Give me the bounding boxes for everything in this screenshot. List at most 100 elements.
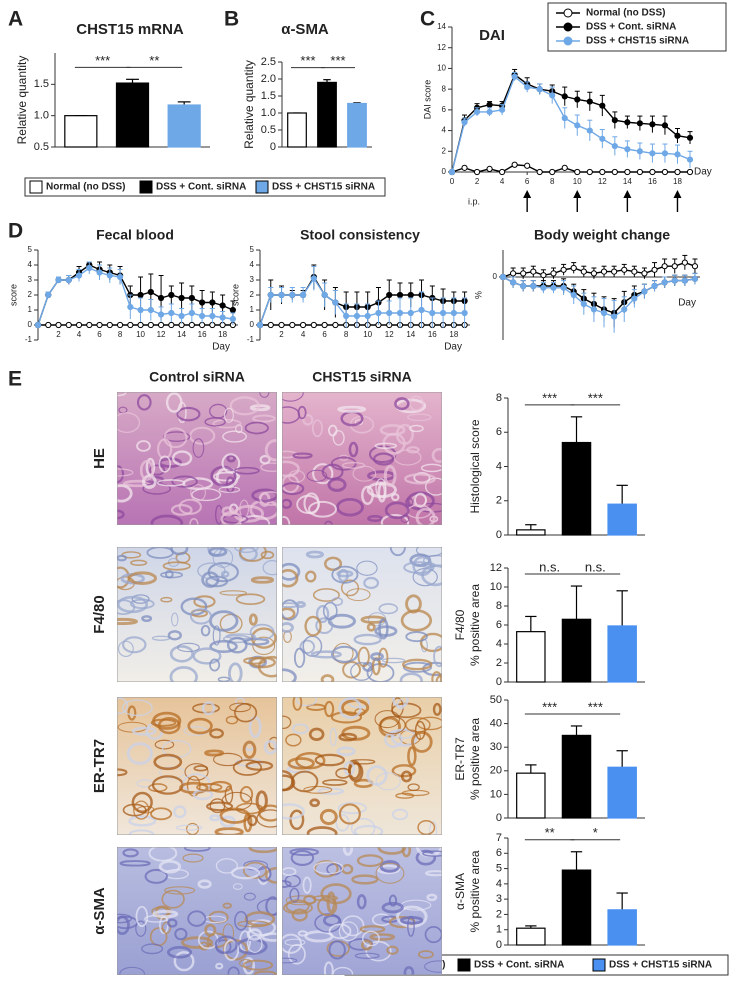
y-tick-label: 4 [250,260,255,269]
tissue-structure [406,446,420,454]
x-tick-label: 18 [449,330,458,339]
data-point [611,313,618,320]
significance-label: *** [95,53,110,68]
data-point [65,321,72,329]
significance-label: *** [542,699,557,714]
tissue-structure [295,600,306,609]
tissue-structure [312,463,334,485]
tissue-structure [154,739,175,750]
tissue-structure [370,652,384,662]
tissue-structure [372,452,395,466]
tissue-structure [198,941,210,951]
tissue-structure [356,560,378,576]
tissue-structure [282,622,294,633]
bar [64,115,98,148]
data-point [520,270,527,277]
y-tick-label: 1.0 [34,110,49,122]
data-point [267,321,274,329]
data-point [599,102,606,109]
y-tick-label: 5 [28,245,33,254]
tissue-structure [249,623,275,641]
tissue-structure [353,633,382,646]
tissue-structure [200,624,211,637]
y-tick-label: 8 [496,392,502,404]
tissue-structure [141,615,153,622]
tissue-structure [288,470,306,483]
tissue-structure [291,770,319,793]
micrograph [282,392,442,525]
tissue-structure [183,847,211,852]
data-point [157,321,165,329]
tissue-structure [181,936,213,949]
tissue-structure [341,915,365,937]
tissue-structure [282,460,300,478]
x-tick-label: 10 [573,177,582,186]
tissue-structure [386,945,399,955]
tissue-structure [356,894,367,910]
data-point [375,309,382,317]
tissue-structure [282,599,299,621]
tissue-structure [285,733,302,747]
data-point [386,309,393,317]
tissue-structure [337,405,367,413]
tissue-structure [230,866,260,880]
tissue-structure [206,801,234,812]
y-axis-label: score [230,284,240,306]
data-point [649,168,656,176]
data-point [661,150,669,157]
tissue-structure [150,807,173,821]
bar [607,766,637,819]
tissue-structure [320,674,335,682]
data-point [641,288,648,295]
tissue-structure [220,511,243,525]
y-axis-label: % positive area [468,718,482,800]
tissue-structure [171,450,193,466]
data-point [229,315,236,323]
tissue-structure [378,716,402,738]
chart-title: DAI [479,27,505,44]
y-tick-label: 2.5 [261,56,276,68]
panel-letter: C [420,8,435,31]
data-point [332,299,339,306]
data-point [486,165,493,172]
tissue-structure [405,631,428,643]
tissue-structure [119,966,145,975]
tissue-structure [323,961,334,975]
tissue-structure [322,601,338,621]
data-point [590,270,598,277]
bar [115,82,150,148]
data-point [599,135,606,142]
tissue-structure [170,547,189,556]
data-point [686,156,694,163]
data-point [530,282,537,290]
tissue-structure [323,556,343,572]
tissue-structure [152,711,182,730]
tissue-structure [178,498,202,515]
tissue-structure [171,612,179,627]
tissue-structure [227,966,240,975]
tissue-structure [282,774,296,792]
tissue-structure [328,923,352,940]
data-point [561,93,568,100]
tissue-structure [229,396,260,416]
tissue-structure [158,859,182,874]
panel-letter: A [8,8,23,31]
tissue-structure [215,858,238,874]
tissue-structure [209,814,221,822]
y-tick-label: 0 [496,676,502,688]
data-point [321,321,328,329]
y-tick-label: 0 [250,320,255,329]
tissue-structure [289,848,320,857]
tissue-structure [128,815,157,827]
data-point [560,266,567,273]
tissue-structure [193,765,209,772]
tissue-structure [405,594,422,614]
tissue-structure [336,497,364,517]
y-tick-label: 4 [28,260,33,269]
series-line [259,277,465,326]
data-point [34,321,42,329]
data-point [448,168,456,176]
x-tick-label: 2 [56,330,61,339]
data-point [560,284,567,291]
